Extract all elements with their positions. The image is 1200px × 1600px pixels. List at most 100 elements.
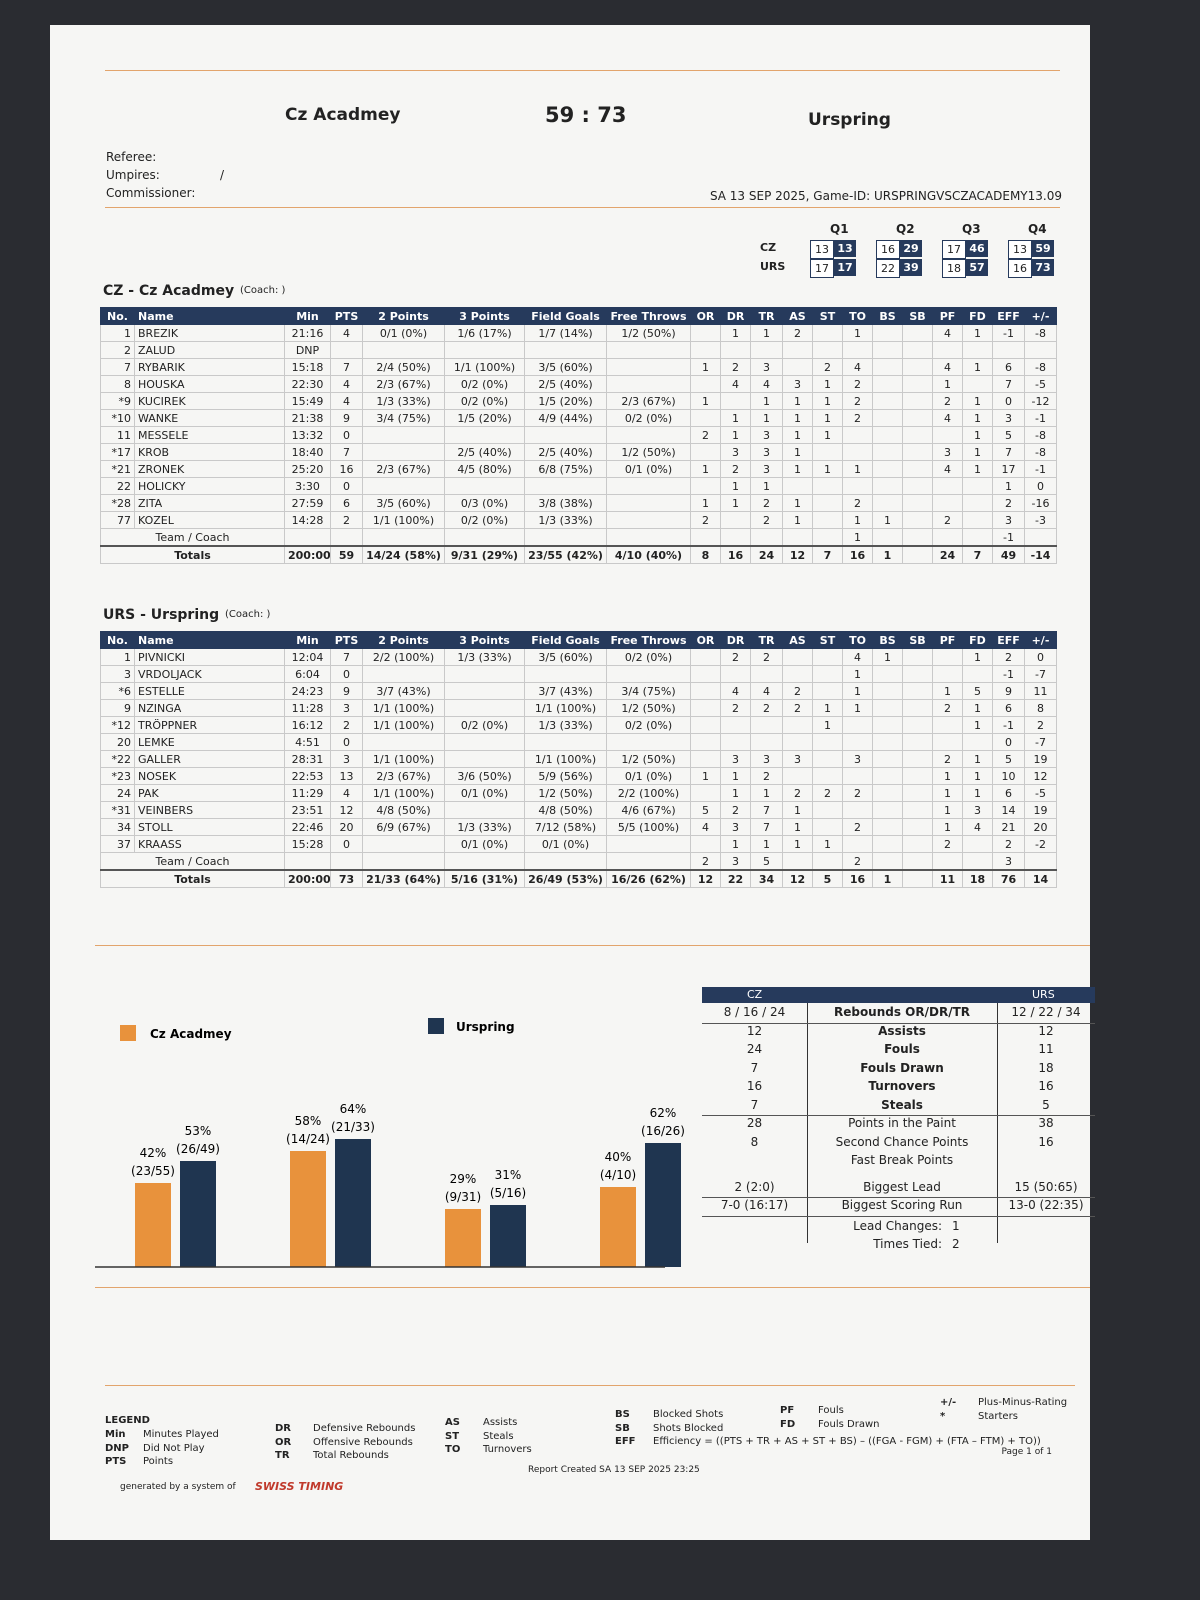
row-rule xyxy=(702,1115,1095,1116)
cell: 3 xyxy=(782,375,813,393)
cell: 1 xyxy=(782,426,813,444)
cell: ESTELLE xyxy=(134,682,285,700)
cell: 1 xyxy=(782,409,813,427)
cell: 22:30 xyxy=(284,375,331,393)
cell: 4/8 (50%) xyxy=(524,801,607,819)
cell: KUCIREK xyxy=(134,392,285,410)
cell: 1 xyxy=(782,392,813,410)
cell: -3 xyxy=(1024,511,1057,529)
column-header: SB xyxy=(902,307,933,325)
player-row: *6 ESTELLE 24:23 9 3/7 (43%) 3/7 (43%) 3/4 (75… xyxy=(100,682,1057,700)
cell: 4/6 (67%) xyxy=(606,801,691,819)
cell: 2 xyxy=(1024,716,1057,734)
legend-abbr: TR xyxy=(275,1450,290,1461)
cell xyxy=(362,341,445,359)
cell xyxy=(782,665,813,683)
player-row: *28 ZITA 27:59 6 3/5 (60%) 0/3 (0%) 3/8 (38%) 1… xyxy=(100,494,1057,512)
cell xyxy=(524,733,607,751)
cell: 24 xyxy=(932,545,963,564)
cell xyxy=(812,648,843,666)
cell xyxy=(812,767,843,785)
cell xyxy=(932,528,963,547)
quarter-score: 13 xyxy=(1008,240,1032,259)
player-row: 24 PAK 11:29 4 1/1 (100%) 0/1 (0%) 1/2 (50%) 2/… xyxy=(100,784,1057,802)
cell: -8 xyxy=(1024,324,1057,342)
column-header: DR xyxy=(720,307,751,325)
column-header: 2 Points xyxy=(362,307,445,325)
legend-abbr: Min xyxy=(105,1429,126,1440)
cell: 0 xyxy=(330,665,363,683)
cell: 1 xyxy=(782,801,813,819)
column-header: TR xyxy=(750,307,783,325)
cell xyxy=(444,801,525,819)
cell: 3 xyxy=(330,699,363,717)
cell: 24:23 xyxy=(284,682,331,700)
cell: 4 xyxy=(690,818,721,836)
stat-label: Fast Break Points xyxy=(850,1153,954,1167)
cell: 4 xyxy=(330,392,363,410)
home-stat: 24 xyxy=(746,1042,763,1056)
summary-value: 1 xyxy=(952,1218,960,1233)
value-label: 40% xyxy=(605,1150,632,1164)
cell xyxy=(524,426,607,444)
cell: -1 xyxy=(992,528,1025,547)
cell: 11:28 xyxy=(284,699,331,717)
cell: 1 xyxy=(872,648,903,666)
cell xyxy=(872,801,903,819)
cell: 2/5 (40%) xyxy=(444,443,525,461)
cell: -8 xyxy=(1024,358,1057,376)
cell xyxy=(902,835,933,853)
cell xyxy=(842,477,873,495)
cell xyxy=(872,443,903,461)
cell xyxy=(962,375,993,393)
cell xyxy=(842,443,873,461)
cell: 3 xyxy=(992,409,1025,427)
cell xyxy=(606,511,691,529)
cell xyxy=(812,665,843,683)
column-header: AS xyxy=(782,307,813,325)
generated-by: generated by a system of xyxy=(120,1482,236,1492)
player-row: 77 KOZEL 14:28 2 1/1 (100%) 0/2 (0%) 1/3 (33%)… xyxy=(100,511,1057,529)
cell: -8 xyxy=(1024,426,1057,444)
chart: Cz AcadmeyUrspring42%(23/55)53%(26/49)Fi… xyxy=(95,1018,685,1268)
cell: 16 xyxy=(330,460,363,478)
cell: 1 xyxy=(812,835,843,853)
cell xyxy=(992,341,1025,359)
away-stat: 38 xyxy=(1038,1116,1054,1130)
cell: 73 xyxy=(330,869,363,888)
bar xyxy=(290,1151,326,1267)
cell: 3/5 (60%) xyxy=(362,494,445,512)
cell: 2 xyxy=(842,852,873,871)
cell: 2 xyxy=(932,699,963,717)
cell: 1 xyxy=(932,682,963,700)
header-row: No. Name Min PTS 2 Points 3 Points Field Goals… xyxy=(100,307,1057,325)
quarter-score: 16 xyxy=(876,240,900,259)
cell: 1 xyxy=(782,511,813,529)
player-row: 8 HOUSKA 22:30 4 2/3 (67%) 0/2 (0%) 2/5 (40%) 4… xyxy=(100,375,1057,393)
away-stat: 12 / 22 / 34 xyxy=(1011,1005,1081,1019)
cell: 21/33 (64%) xyxy=(362,869,445,888)
cell xyxy=(962,665,993,683)
home-stat: 8 / 16 / 24 xyxy=(723,1005,786,1019)
quarter-score: 18 xyxy=(942,259,966,278)
referee-label: Referee: xyxy=(106,150,157,164)
cell: 1 xyxy=(962,699,993,717)
cell xyxy=(842,426,873,444)
stat-label: Biggest Scoring Run xyxy=(841,1198,963,1212)
cell: 0/1 (0%) xyxy=(362,324,445,342)
cell xyxy=(690,699,721,717)
legend-swatch xyxy=(120,1025,136,1041)
cell xyxy=(872,818,903,836)
column-header: ST xyxy=(812,307,843,325)
cell: 5 xyxy=(750,852,783,871)
cell: 2/3 (67%) xyxy=(362,375,445,393)
bar xyxy=(645,1143,681,1267)
cell: 2 xyxy=(842,494,873,512)
cell xyxy=(362,835,445,853)
cell: 1 xyxy=(812,375,843,393)
cell: 200:00 xyxy=(284,869,331,888)
cell: 3/5 (60%) xyxy=(524,648,607,666)
value-detail: (23/55) xyxy=(131,1164,175,1178)
cell: NZINGA xyxy=(134,699,285,717)
cell xyxy=(812,750,843,768)
